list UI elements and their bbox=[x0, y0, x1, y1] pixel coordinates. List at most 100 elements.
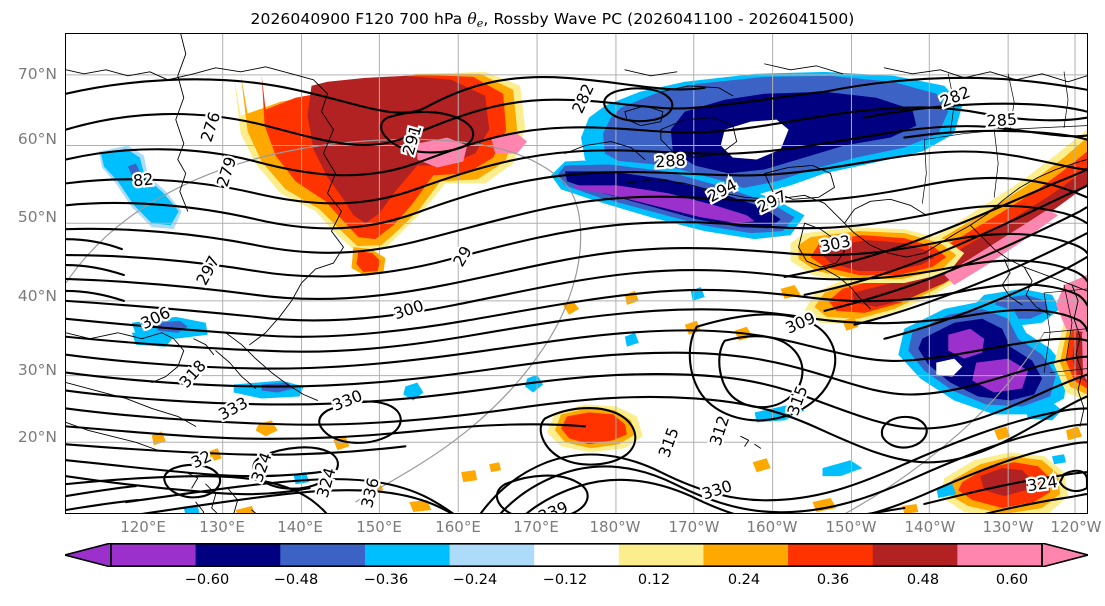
contour-label-324-23: 324 bbox=[313, 465, 340, 499]
colorbar-tick-label-4: −0.12 bbox=[542, 572, 588, 588]
shade-pos-gulf-pink bbox=[944, 209, 1059, 285]
theta-symbol: θ bbox=[467, 10, 477, 28]
shade-pos-speck-18 bbox=[994, 426, 1011, 441]
shade-pos-speck-14 bbox=[235, 506, 256, 513]
colorbar-swatch-7 bbox=[703, 543, 789, 567]
contour-label-330-18: 330 bbox=[330, 386, 365, 415]
map-gridlines bbox=[66, 34, 1087, 513]
colorbar-tick-label-8: 0.48 bbox=[906, 572, 940, 588]
shaded-anomaly-field bbox=[98, 71, 1087, 513]
shade-pos-nw-l4 bbox=[307, 75, 490, 224]
shade-neg-speck-1 bbox=[624, 332, 639, 347]
colorbar-swatches bbox=[65, 543, 1088, 567]
shade-pos-speck-17 bbox=[902, 504, 919, 513]
ytick-label-30N: 30°N bbox=[17, 361, 57, 379]
xtick-label-2: 140°E bbox=[277, 518, 323, 536]
contour-label-330-27: 330 bbox=[700, 476, 735, 503]
shade-pos-sw-blob-l4 bbox=[980, 468, 1033, 497]
xtick-label-4: 160°E bbox=[435, 518, 481, 536]
colorbar-swatch-1 bbox=[195, 543, 281, 567]
contour-label-315-21: 315 bbox=[783, 383, 811, 418]
shade-neg-speck-8 bbox=[1052, 454, 1067, 465]
colorbar-tick-label-3: −0.24 bbox=[452, 572, 498, 588]
xtick-label-7: 170°W bbox=[668, 518, 720, 536]
xtick-label-12: 120°W bbox=[1050, 518, 1102, 536]
colorbar-tick-marks bbox=[110, 543, 1043, 567]
colorbar-outline bbox=[110, 543, 1043, 567]
xtick-label-10: 140°W bbox=[904, 518, 956, 536]
contour-label-282-4: 282 bbox=[568, 81, 598, 116]
contour-label-333-17: 333 bbox=[215, 393, 251, 424]
colorbar[interactable] bbox=[65, 543, 1088, 567]
colorbar-extend-min-arrow bbox=[65, 543, 112, 567]
colorbar-swatch-9 bbox=[872, 543, 958, 567]
contour-label-82-2: 82 bbox=[132, 169, 154, 190]
contour-label-318-16: 318 bbox=[175, 356, 210, 391]
shade-pos-gulf-l4 bbox=[852, 169, 1087, 307]
shade-neg-gulf-hole bbox=[936, 358, 963, 377]
colorbar-swatch-8 bbox=[788, 543, 874, 567]
xtick-label-9: 150°W bbox=[825, 518, 877, 536]
ytick-label-50N: 50°N bbox=[17, 208, 57, 226]
shade-pos-speck-20 bbox=[842, 316, 859, 331]
colorbar-swatch-4 bbox=[449, 543, 535, 567]
shade-pos-speck-19 bbox=[1066, 426, 1083, 441]
contour-label-312-20: 312 bbox=[706, 413, 734, 448]
shade-neg-japan-4 bbox=[403, 382, 424, 401]
colorbar-tick-label-6: 0.24 bbox=[727, 572, 761, 588]
shade-pos-trop-l3 bbox=[561, 412, 627, 445]
ytick-label-70N: 70°N bbox=[17, 65, 57, 83]
contour-label-279-1: 279 bbox=[213, 154, 241, 189]
shade-neg-band-purple bbox=[573, 185, 755, 224]
chart-title: 2026040900 F120 700 hPa θe, Rossby Wave … bbox=[0, 10, 1105, 30]
colorbar-tick-label-5: 0.12 bbox=[637, 572, 671, 588]
shade-pos-speck-15 bbox=[409, 500, 432, 513]
colorbar-swatch-10 bbox=[957, 543, 1043, 567]
contour-label-339-26: 339 bbox=[535, 497, 570, 513]
contour-label-288-5: 288 bbox=[655, 150, 687, 171]
colorbar-tick-label-2: −0.36 bbox=[363, 572, 409, 588]
title-prefix: 2026040900 F120 700 hPa bbox=[250, 10, 468, 28]
shade-pos-speck-12 bbox=[752, 458, 771, 473]
shade-neg-speck-4 bbox=[822, 460, 863, 477]
colorbar-swatch-5 bbox=[534, 543, 620, 567]
colorbar-tick-label-7: 0.36 bbox=[816, 572, 850, 588]
colorbar-swatch-2 bbox=[280, 543, 366, 567]
contour-label-29-12: 29 bbox=[449, 243, 476, 270]
ytick-label-20N: 20°N bbox=[17, 428, 57, 446]
shade-neg-cyan-siberia-dot bbox=[127, 163, 140, 176]
colorbar-tick-label-9: 0.60 bbox=[995, 572, 1029, 588]
contour-label-315-19: 315 bbox=[654, 425, 682, 460]
xtick-label-8: 160°W bbox=[746, 518, 798, 536]
colorbar-extend-max-arrow bbox=[1041, 543, 1088, 567]
ytick-label-60N: 60°N bbox=[17, 130, 57, 148]
map-plot-area[interactable]: 276 279 82 291 282 288 294 297 282 285 303 297 29 300… bbox=[65, 33, 1088, 514]
shade-neg-bering-hole2 bbox=[804, 173, 891, 214]
shade-pos-speck-7 bbox=[489, 462, 502, 473]
xtick-label-5: 170°E bbox=[513, 518, 559, 536]
colorbar-swatch-0 bbox=[111, 543, 197, 567]
colorbar-swatch-3 bbox=[364, 543, 451, 567]
shade-neg-cyan-siberia bbox=[100, 148, 179, 226]
contour-label-297-11: 297 bbox=[192, 253, 223, 289]
xtick-label-11: 130°W bbox=[982, 518, 1034, 536]
xtick-label-6: 180°W bbox=[589, 518, 641, 536]
colorbar-swatch-6 bbox=[618, 543, 705, 567]
shade-pos-speck-6 bbox=[461, 470, 478, 483]
contour-label-300-13: 300 bbox=[391, 296, 426, 323]
shade-pos-nw-tail2 bbox=[356, 251, 381, 273]
ytick-label-40N: 40°N bbox=[17, 287, 57, 305]
contour-label-285-9: 285 bbox=[986, 110, 1018, 131]
xtick-label-1: 130°E bbox=[199, 518, 245, 536]
theta-subscript: e bbox=[476, 17, 484, 30]
shade-pos-speck-3 bbox=[205, 448, 222, 463]
theta-e-contours bbox=[66, 76, 1087, 513]
colorbar-tick-label-1: −0.48 bbox=[273, 572, 319, 588]
shade-pos-farright-pink bbox=[1082, 330, 1087, 381]
coastlines bbox=[66, 34, 1087, 513]
xtick-label-0: 120°E bbox=[120, 518, 166, 536]
title-suffix: , Rossby Wave PC (2026041100 - 202604150… bbox=[483, 10, 855, 28]
colorbar-canvas bbox=[65, 543, 1088, 567]
